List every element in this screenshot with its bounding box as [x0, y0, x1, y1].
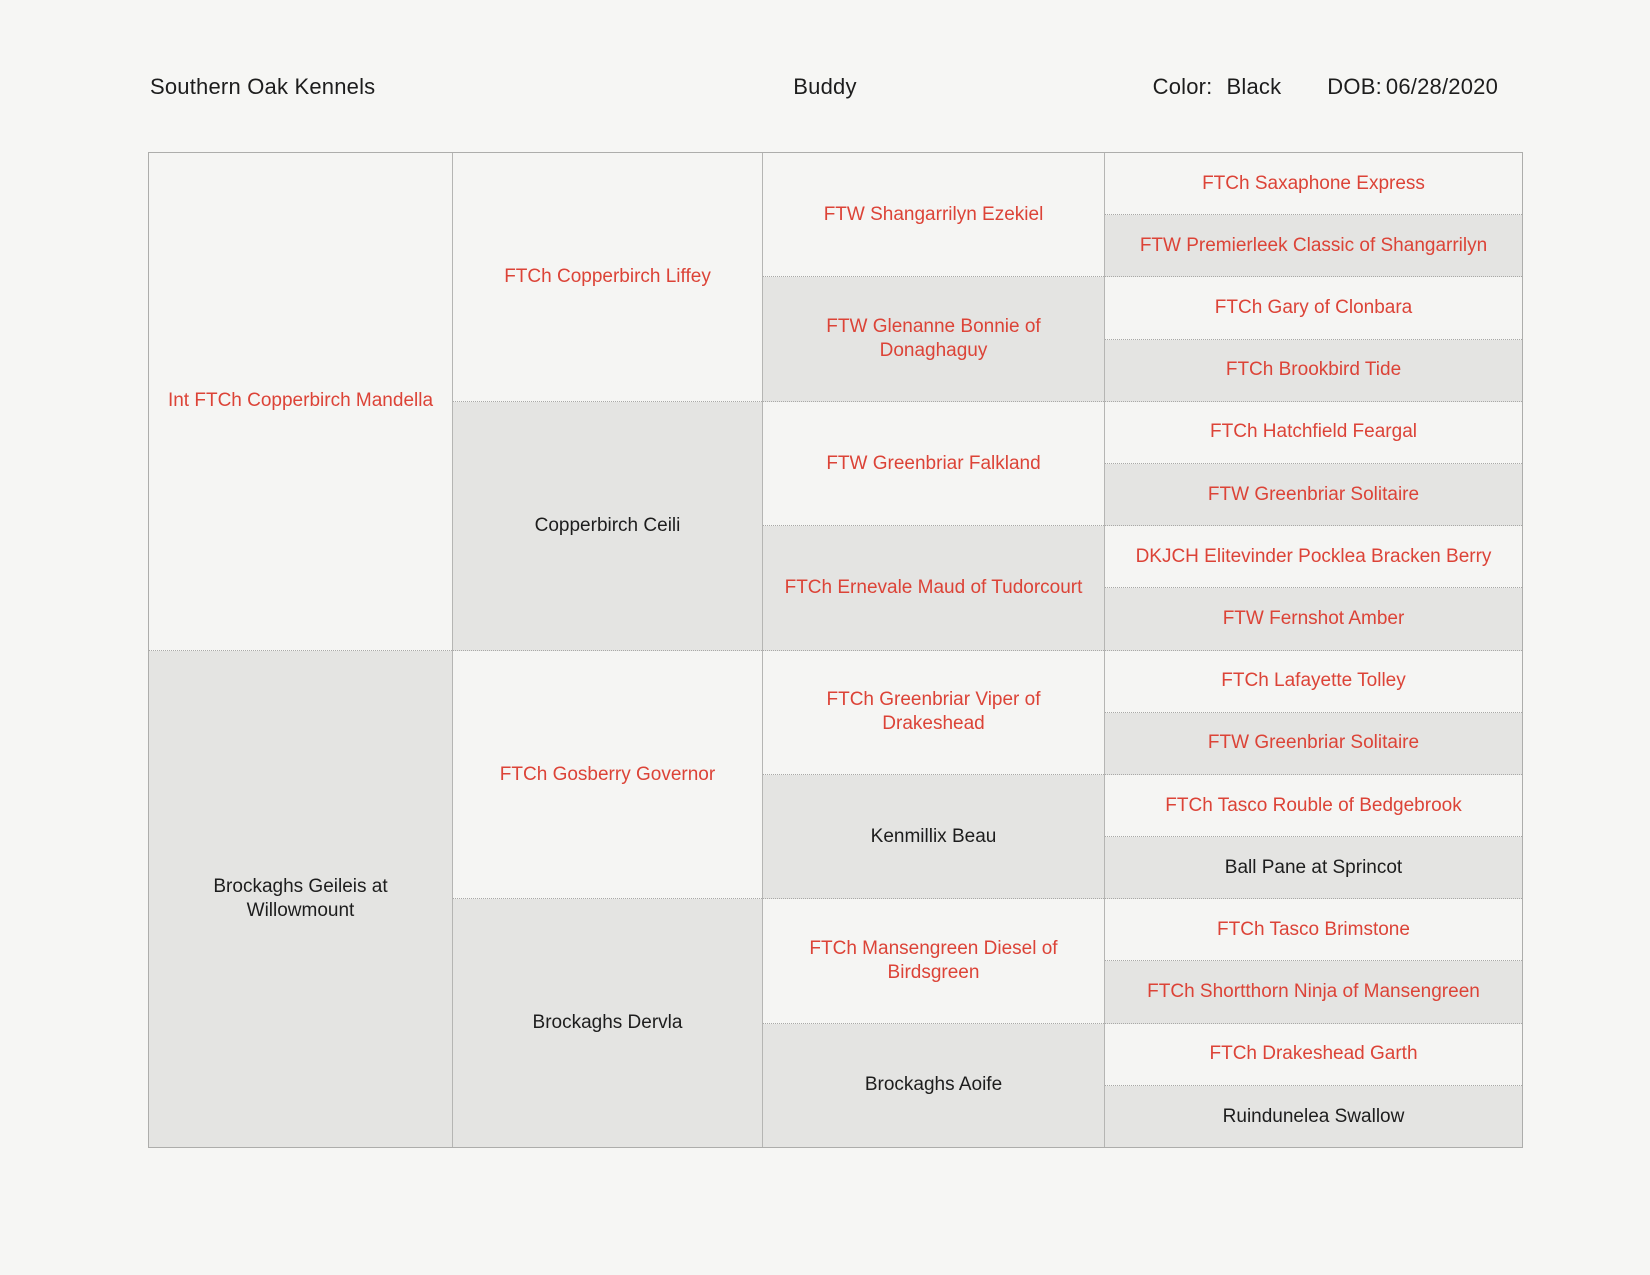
gen3-cell-7: FTCh Mansengreen Diesel of Birdsgreen — [763, 899, 1104, 1024]
gen3-cell-6: Kenmillix Beau — [763, 774, 1104, 900]
gen3-cell-3: FTW Greenbriar Falkland — [763, 401, 1104, 527]
gen3-cell-5: FTCh Greenbriar Viper of Drakeshead — [763, 650, 1104, 775]
gen4-cell-5: FTCh Hatchfield Feargal — [1105, 401, 1522, 464]
gen4-cell-1: FTCh Saxaphone Express — [1105, 153, 1522, 216]
dog-name: Buddy — [793, 74, 857, 99]
gen2-cell-3: FTCh Gosberry Governor — [453, 650, 762, 900]
gen4-cell-2: FTW Premierleek Classic of Shangarrilyn — [1105, 215, 1522, 278]
gen3-cell-1: FTW Shangarrilyn Ezekiel — [763, 153, 1104, 278]
gen3-cell-8: Brockaghs Aoife — [763, 1023, 1104, 1147]
dob-value: 06/28/2020 — [1385, 74, 1498, 99]
gen4-cell-11: FTCh Tasco Rouble of Bedgebrook — [1105, 774, 1522, 838]
dob-label: DOB: — [1327, 74, 1382, 99]
gen2-cell-4: Brockaghs Dervla — [453, 899, 762, 1147]
color-value: Black — [1226, 74, 1282, 99]
generation-4-column: FTCh Saxaphone Express FTW Premierleek C… — [1105, 153, 1522, 1147]
gen4-cell-3: FTCh Gary of Clonbara — [1105, 277, 1522, 340]
gen1-dam-cell: Brockaghs Geileis at Willowmount — [149, 650, 452, 1147]
gen4-cell-13: FTCh Tasco Brimstone — [1105, 899, 1522, 962]
gen4-cell-9: FTCh Lafayette Tolley — [1105, 650, 1522, 713]
gen1-sire-cell: Int FTCh Copperbirch Mandella — [149, 153, 452, 651]
generation-2-column: FTCh Copperbirch Liffey Copperbirch Ceil… — [453, 153, 763, 1147]
gen4-cell-6: FTW Greenbriar Solitaire — [1105, 463, 1522, 527]
gen2-cell-1: FTCh Copperbirch Liffey — [453, 153, 762, 402]
pedigree-table: Int FTCh Copperbirch Mandella Brockaghs … — [148, 152, 1523, 1148]
color-label: Color: — [1152, 74, 1213, 99]
gen3-cell-4: FTCh Ernevale Maud of Tudorcourt — [763, 526, 1104, 651]
gen4-cell-10: FTW Greenbriar Solitaire — [1105, 712, 1522, 775]
gen4-cell-15: FTCh Drakeshead Garth — [1105, 1023, 1522, 1086]
gen4-cell-8: FTW Fernshot Amber — [1105, 588, 1522, 651]
generation-3-column: FTW Shangarrilyn Ezekiel FTW Glenanne Bo… — [763, 153, 1105, 1147]
gen4-cell-7: DKJCH Elitevinder Pocklea Bracken Berry — [1105, 526, 1522, 589]
gen3-cell-2: FTW Glenanne Bonnie of Donaghaguy — [763, 277, 1104, 402]
generation-1-column: Int FTCh Copperbirch Mandella Brockaghs … — [149, 153, 453, 1147]
gen4-cell-16: Ruindunelea Swallow — [1105, 1085, 1522, 1147]
gen4-cell-12: Ball Pane at Sprincot — [1105, 837, 1522, 900]
gen4-cell-14: FTCh Shortthorn Ninja of Mansengreen — [1105, 961, 1522, 1024]
gen2-cell-2: Copperbirch Ceili — [453, 401, 762, 651]
header-meta: Color: Black DOB: 06/28/2020 — [1153, 74, 1498, 100]
gen4-cell-4: FTCh Brookbird Tide — [1105, 339, 1522, 402]
kennel-name: Southern Oak Kennels — [150, 74, 376, 99]
